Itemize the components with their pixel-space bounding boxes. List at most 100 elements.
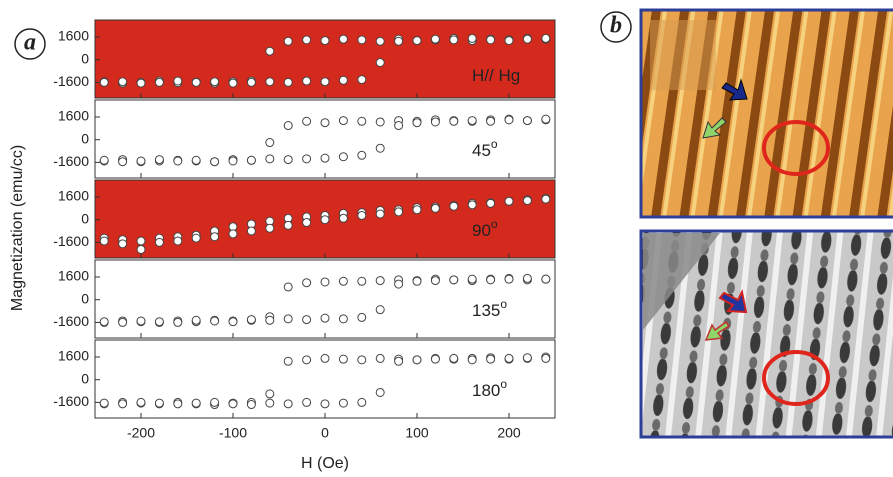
data-point — [339, 315, 347, 323]
data-point — [376, 118, 384, 126]
data-point — [266, 78, 274, 86]
data-point — [376, 277, 384, 285]
x-axis-label: H (Oe) — [301, 455, 349, 472]
data-point — [376, 306, 384, 314]
data-point — [523, 117, 531, 125]
data-point — [468, 117, 476, 125]
data-point — [431, 204, 439, 212]
data-point — [284, 37, 292, 45]
y-tick-label: -1600 — [53, 73, 89, 89]
data-point — [100, 237, 108, 245]
data-point — [119, 318, 127, 326]
data-point — [505, 116, 513, 124]
y-tick-label: 1600 — [58, 28, 89, 44]
annotation-text: 135 — [472, 301, 500, 320]
annotation-superscript: o — [500, 297, 507, 311]
data-point — [376, 37, 384, 45]
data-point — [395, 208, 403, 216]
data-point — [266, 155, 274, 163]
data-point — [339, 214, 347, 222]
data-point — [358, 356, 366, 364]
data-point — [192, 156, 200, 164]
y-tick-label: 1600 — [58, 108, 89, 124]
y-tick-label: 0 — [81, 50, 89, 66]
data-point — [211, 398, 219, 406]
y-tick-label: 0 — [81, 210, 89, 226]
data-point — [376, 210, 384, 218]
data-point — [358, 76, 366, 84]
data-point — [358, 313, 366, 321]
data-point — [229, 318, 237, 326]
figure: a b Magnetization (emu/cc) H (Oe) -16000… — [0, 0, 893, 477]
annotation-text: 45 — [472, 141, 491, 160]
data-point — [137, 79, 145, 87]
data-point — [192, 234, 200, 242]
data-point — [247, 78, 255, 86]
data-point — [174, 157, 182, 165]
plot-panel: -1600 0 1600 H// Hg — [53, 20, 555, 98]
data-point — [487, 276, 495, 284]
data-point — [100, 156, 108, 164]
data-point — [229, 400, 237, 408]
data-point — [266, 224, 274, 232]
data-point — [339, 399, 347, 407]
x-tick-label: -100 — [219, 425, 247, 441]
data-point — [523, 354, 531, 362]
data-point — [266, 47, 274, 55]
y-tick-label: -1600 — [53, 153, 89, 169]
data-point — [395, 357, 403, 365]
data-point — [339, 117, 347, 125]
data-point — [376, 388, 384, 396]
data-point — [542, 195, 550, 203]
data-point — [321, 400, 329, 408]
data-point — [137, 317, 145, 325]
mfm-image — [641, 231, 893, 437]
data-point — [321, 154, 329, 162]
data-point — [339, 35, 347, 43]
data-point — [174, 77, 182, 85]
data-point — [542, 115, 550, 123]
data-point — [431, 118, 439, 126]
data-point — [284, 283, 292, 291]
data-point — [431, 35, 439, 43]
data-point — [542, 34, 550, 42]
x-tick-label: 0 — [321, 425, 329, 441]
annotation-text: H// Hg — [472, 66, 520, 85]
data-point — [358, 277, 366, 285]
data-point — [284, 78, 292, 86]
data-point — [487, 36, 495, 44]
data-point — [395, 122, 403, 130]
data-point — [413, 356, 421, 364]
y-axis-label: Magnetization (emu/cc) — [9, 145, 26, 311]
data-point — [431, 277, 439, 285]
data-point — [542, 275, 550, 283]
data-point — [321, 37, 329, 45]
data-point — [266, 390, 274, 398]
x-tick-label: 200 — [497, 425, 521, 441]
data-point — [284, 315, 292, 323]
data-point — [119, 400, 127, 408]
data-point — [284, 122, 292, 130]
data-point — [266, 139, 274, 147]
data-point — [487, 355, 495, 363]
data-point — [303, 398, 311, 406]
data-point — [321, 314, 329, 322]
data-point — [211, 78, 219, 86]
plot-panel: -16000160090o — [53, 180, 555, 258]
data-point — [303, 77, 311, 85]
data-point — [137, 237, 145, 245]
data-point — [100, 399, 108, 407]
data-point — [303, 219, 311, 227]
data-point — [229, 157, 237, 165]
data-point — [376, 59, 384, 67]
y-tick-label: 0 — [81, 290, 89, 306]
data-point — [192, 399, 200, 407]
plot-background — [95, 100, 555, 178]
data-point — [303, 36, 311, 44]
data-point — [339, 153, 347, 161]
data-point — [247, 156, 255, 164]
data-point — [339, 76, 347, 84]
data-point — [450, 117, 458, 125]
